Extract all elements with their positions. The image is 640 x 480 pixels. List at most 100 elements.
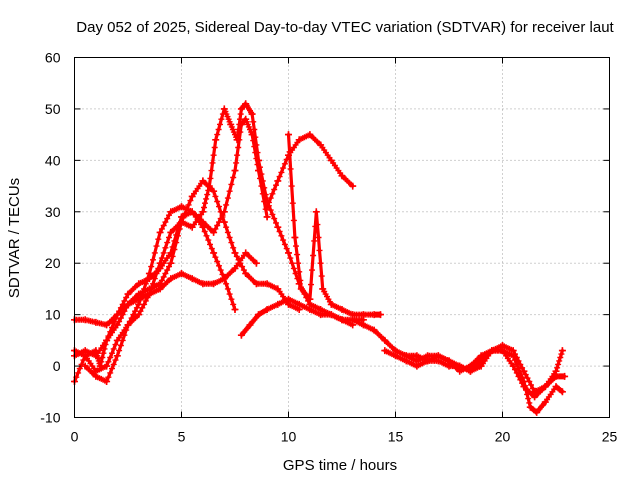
data-point bbox=[167, 275, 175, 283]
data-point bbox=[178, 203, 185, 211]
data-point bbox=[392, 352, 399, 360]
data-point bbox=[81, 362, 89, 370]
data-point bbox=[135, 300, 143, 308]
data-point bbox=[113, 336, 121, 344]
data-point bbox=[124, 300, 132, 308]
data-point bbox=[81, 352, 89, 360]
data-point bbox=[434, 352, 442, 360]
data-point bbox=[456, 367, 464, 375]
data-point bbox=[167, 228, 175, 236]
data-point bbox=[274, 223, 282, 231]
data-point bbox=[248, 110, 256, 118]
data-point bbox=[509, 347, 517, 355]
data-point bbox=[477, 352, 485, 360]
data-point bbox=[424, 352, 432, 360]
y-tick-label: 30 bbox=[45, 204, 61, 220]
data-point bbox=[113, 321, 121, 329]
data-point bbox=[252, 259, 260, 267]
series-track-7 bbox=[263, 131, 357, 211]
data-point bbox=[531, 393, 539, 401]
data-point bbox=[188, 223, 196, 231]
x-tick-label: 0 bbox=[71, 429, 79, 445]
data-point bbox=[156, 228, 164, 236]
y-tick-label: 40 bbox=[45, 152, 61, 168]
x-tick-label: 25 bbox=[602, 429, 618, 445]
data-point bbox=[413, 357, 421, 365]
data-point bbox=[263, 306, 271, 313]
data-point bbox=[210, 249, 218, 257]
data-point bbox=[199, 208, 207, 216]
data-point bbox=[255, 156, 262, 164]
data-point bbox=[520, 367, 528, 375]
data-point bbox=[327, 311, 335, 319]
data-point bbox=[205, 182, 213, 190]
data-point bbox=[558, 388, 566, 396]
x-tick-label: 5 bbox=[178, 429, 186, 445]
data-point bbox=[541, 383, 549, 391]
data-point bbox=[291, 234, 299, 241]
data-point bbox=[274, 177, 282, 185]
y-tick-label: 50 bbox=[45, 101, 61, 117]
data-point bbox=[327, 300, 335, 308]
data-point bbox=[96, 362, 104, 370]
data-point bbox=[319, 285, 327, 293]
data-point bbox=[509, 362, 517, 370]
data-point bbox=[92, 318, 100, 326]
data-point bbox=[167, 259, 175, 267]
data-point bbox=[220, 105, 228, 113]
data-point bbox=[381, 336, 389, 344]
data-point bbox=[199, 280, 207, 288]
data-point bbox=[242, 270, 250, 277]
data-point bbox=[285, 295, 292, 303]
data-point bbox=[242, 249, 250, 257]
data-point bbox=[274, 300, 282, 308]
data-point bbox=[103, 362, 111, 370]
data-point bbox=[477, 362, 485, 370]
data-point bbox=[349, 182, 357, 190]
data-point bbox=[306, 295, 314, 303]
data-point bbox=[520, 383, 528, 391]
data-point bbox=[359, 321, 367, 329]
data-point bbox=[445, 357, 453, 365]
series-layer bbox=[71, 100, 569, 416]
data-point bbox=[526, 403, 534, 411]
data-point bbox=[145, 270, 153, 277]
x-tick-label: 15 bbox=[388, 429, 404, 445]
data-point bbox=[231, 249, 239, 257]
data-point bbox=[263, 213, 271, 221]
data-point bbox=[274, 285, 282, 293]
data-point bbox=[233, 136, 241, 144]
data-point bbox=[220, 275, 228, 283]
data-point bbox=[499, 347, 506, 355]
data-point bbox=[295, 300, 303, 308]
data-point bbox=[199, 177, 207, 185]
y-axis-label: SDTVAR / TECUs bbox=[6, 178, 23, 298]
data-point bbox=[103, 321, 111, 329]
data-point bbox=[381, 347, 389, 355]
data-point bbox=[231, 306, 239, 313]
y-tick-label: 10 bbox=[45, 307, 61, 323]
y-tick-label: 20 bbox=[45, 255, 61, 271]
data-point bbox=[297, 285, 305, 293]
data-point bbox=[210, 187, 218, 195]
data-point bbox=[541, 398, 549, 406]
data-point bbox=[178, 218, 185, 226]
data-point bbox=[220, 218, 228, 226]
plot-frame bbox=[74, 57, 610, 418]
y-tick-label: 60 bbox=[45, 50, 61, 66]
data-point bbox=[113, 311, 121, 319]
data-point bbox=[263, 203, 271, 211]
data-point bbox=[338, 316, 346, 324]
data-point bbox=[402, 352, 410, 360]
data-point bbox=[92, 347, 100, 355]
data-point bbox=[317, 311, 325, 319]
data-point bbox=[317, 141, 325, 149]
data-point bbox=[338, 172, 346, 180]
series-track-8 bbox=[285, 131, 384, 319]
data-point bbox=[466, 362, 474, 370]
data-point bbox=[552, 372, 560, 380]
data-point bbox=[312, 208, 320, 216]
data-point bbox=[188, 208, 196, 216]
data-point bbox=[246, 321, 254, 329]
data-point bbox=[231, 167, 239, 175]
